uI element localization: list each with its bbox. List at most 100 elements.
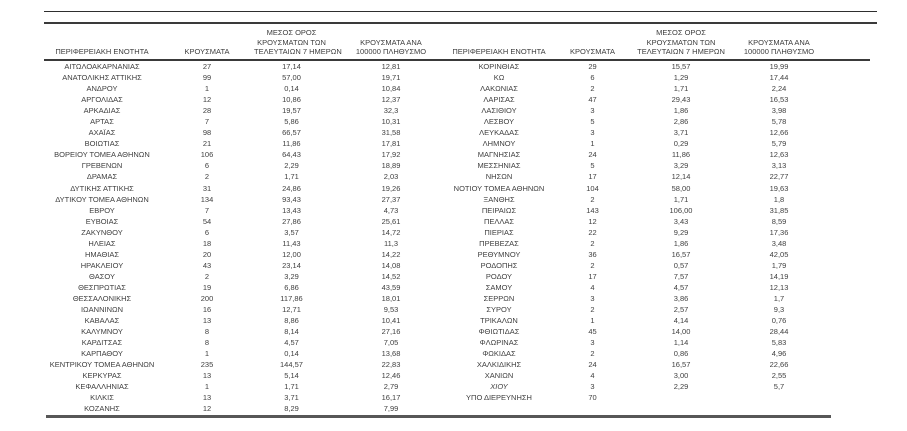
column-header-label: ΚΡΟΥΣΜΑΤΑ (184, 47, 230, 57)
column-header-label: ΚΡΟΥΣΜΑΤΑ ΑΝΑ (360, 37, 422, 47)
cell-avg7: 4,57 (673, 282, 689, 292)
cell-cases: 12 (202, 404, 212, 414)
cell-avg7: 19,57 (282, 106, 301, 116)
cell-cases: 2 (590, 349, 595, 359)
table-row: ΚΑΒΑΛΑΣ 13 8,86 10,41 (44, 315, 453, 326)
cell-region: ΗΡΑΚΛΕΙΟΥ (80, 260, 124, 270)
cell-avg7: 12,14 (671, 172, 691, 182)
cell-avg7: 0,29 (673, 139, 689, 149)
table-row: ΔΥΤΙΚΟΥ ΤΟΜΕΑ ΑΘΗΝΩΝ 134 93,43 27,37 (44, 194, 453, 205)
cell-avg7: 24,86 (282, 183, 301, 193)
cell-per100k: 19,99 (769, 62, 789, 71)
cell-cases: 22 (588, 227, 597, 237)
cell-avg7: 3,71 (673, 128, 689, 138)
table-row: ΔΡΑΜΑΣ 2 1,71 2,03 (44, 171, 453, 182)
cell-avg7: 17,14 (282, 62, 301, 71)
cell-cases: 106 (200, 150, 214, 160)
cell-per100k: 5,78 (771, 117, 787, 127)
cell-region: ΚΑΡΠΑΘΟΥ (81, 349, 123, 359)
cell-cases: 2 (590, 238, 595, 248)
cell-avg7: 1,71 (673, 194, 689, 204)
table-row: ΛΗΜΝΟΥ 1 0,29 5,79 (445, 138, 828, 149)
cell-per100k: 12,13 (769, 282, 789, 292)
cell-per100k: 22,66 (769, 360, 789, 370)
cell-avg7: 8,86 (284, 316, 299, 326)
cell-region: ΠΙΕΡΙΑΣ (484, 227, 514, 237)
cell-avg7: 66,57 (282, 128, 301, 138)
cell-cases: 1 (204, 84, 210, 94)
column-header-label: ΚΡΟΥΣΜΑΤΑ (570, 47, 615, 57)
column-header-label: ΠΕΡΙΦΕΡΕΙΑΚΗ ΕΝΟΤΗΤΑ (55, 47, 149, 57)
cell-region: ΒΟΙΩΤΙΑΣ (84, 139, 120, 149)
column-header-region: ΠΕΡΙΦΕΡΕΙΑΚΗ ΕΝΟΤΗΤΑ (445, 47, 553, 59)
table-row: ΛΑΣΙΘΙΟΥ 3 1,86 3,98 (445, 105, 828, 116)
cell-cases: 5 (590, 117, 595, 127)
cell-region: ΚΑΛΥΜΝΟΥ (81, 327, 123, 337)
cell-per100k: 18,89 (381, 161, 401, 171)
cell-region: ΙΩΑΝΝΙΝΩΝ (80, 305, 124, 315)
cell-cases: 24 (588, 360, 597, 370)
cell-avg7: 3,29 (673, 161, 689, 171)
cell-per100k: 2,79 (383, 382, 399, 392)
table-row: ΦΘΙΩΤΙΔΑΣ 45 14,00 28,44 (445, 326, 828, 337)
table-row: ΥΠΟ ΔΙΕΡΕΥΝΗΣΗ 70 (445, 392, 828, 403)
cell-avg7: 2,86 (673, 117, 689, 127)
column-header-label: ΤΕΛΕΥΤΑΙΩΝ 7 ΗΜΕΡΩΝ (254, 47, 342, 57)
table-row: ΜΕΣΣΗΝΙΑΣ 5 3,29 3,13 (445, 160, 828, 171)
cell-cases: 29 (588, 62, 597, 71)
cell-per100k: 22,77 (769, 172, 789, 182)
cell-per100k: 10,41 (381, 316, 401, 326)
cell-per100k: 16,17 (381, 393, 401, 403)
cell-cases: 2 (590, 84, 595, 94)
cell-region: ΚΕΦΑΛΛΗΝΙΑΣ (75, 382, 129, 392)
table-row: ΚΑΡΔΙΤΣΑΣ 8 4,57 7,05 (44, 337, 453, 348)
cell-region: ΝΗΣΩΝ (485, 172, 513, 182)
cell-per100k: 7,05 (383, 338, 399, 348)
cell-per100k: 17,92 (381, 150, 401, 160)
cell-cases: 54 (202, 216, 212, 226)
cell-per100k: 19,71 (381, 73, 401, 83)
table-row: ΝΟΤΙΟΥ ΤΟΜΕΑ ΑΘΗΝΩΝ 104 58,00 19,63 (445, 183, 828, 194)
cell-region: ΘΑΣΟΥ (89, 271, 115, 281)
cell-cases: 27 (202, 62, 212, 71)
cell-region: ΔΥΤΙΚΟΥ ΤΟΜΕΑ ΑΘΗΝΩΝ (55, 194, 149, 204)
cell-region: ΚΕΡΚΥΡΑΣ (82, 371, 122, 381)
cell-per100k: 17,44 (769, 73, 789, 83)
cell-region: ΦΘΙΩΤΙΔΑΣ (478, 327, 520, 337)
cell-avg7: 5,86 (284, 117, 299, 127)
table-row: ΒΟΡΕΙΟΥ ΤΟΜΕΑ ΑΘΗΝΩΝ 106 64,43 17,92 (44, 149, 453, 160)
cell-cases: 134 (200, 194, 214, 204)
table-row: ΑΙΤΩΛΟΑΚΑΡΝΑΝΙΑΣ 27 17,14 12,81 (44, 61, 453, 72)
table-row: ΚΙΛΚΙΣ 13 3,71 16,17 (44, 392, 453, 403)
cell-cases: 28 (202, 106, 212, 116)
cell-cases: 45 (588, 327, 597, 337)
divider-top-thick (44, 22, 877, 24)
cell-region: ΦΛΩΡΙΝΑΣ (479, 338, 519, 348)
cell-per100k: 19,26 (381, 183, 401, 193)
cases-table-left: ΠΕΡΙΦΕΡΕΙΑΚΗ ΕΝΟΤΗΤΑ ΚΡΟΥΣΜΑΤΑ ΜΕΣΟΣ ΟΡΟ… (44, 28, 453, 415)
cell-per100k: 2,55 (771, 371, 787, 381)
cell-avg7: 1,71 (673, 84, 689, 94)
cell-avg7: 3,00 (673, 371, 689, 381)
cell-cases: 6 (204, 227, 210, 237)
cell-region: ΚΑΒΑΛΑΣ (84, 316, 120, 326)
cell-region: ΥΠΟ ΔΙΕΡΕΥΝΗΣΗ (466, 393, 532, 403)
cell-region: ΣΥΡΟΥ (486, 305, 512, 315)
table-row: ΣΥΡΟΥ 2 2,57 9,3 (445, 304, 828, 315)
cell-per100k: 14,19 (769, 271, 789, 281)
column-header-label: ΚΡΟΥΣΜΑΤΩΝ ΤΩΝ (257, 37, 326, 47)
cell-cases: 2 (204, 271, 210, 281)
column-header-region: ΠΕΡΙΦΕΡΕΙΑΚΗ ΕΝΟΤΗΤΑ (44, 47, 160, 59)
cell-region: ΔΥΤΙΚΗΣ ΑΤΤΙΚΗΣ (70, 183, 134, 193)
cell-region: ΧΑΝΙΩΝ (484, 371, 514, 381)
cell-avg7: 12,00 (282, 249, 301, 259)
cell-per100k: 10,84 (381, 84, 401, 94)
cell-avg7: 13,43 (282, 205, 301, 215)
cell-per100k: 12,63 (769, 150, 789, 160)
column-header-per100k: ΚΡΟΥΣΜΑΤΑ ΑΝΑ 100000 ΠΛΗΘΥΣΜΟ (730, 38, 828, 59)
table-row: ΠΙΕΡΙΑΣ 22 9,29 17,36 (445, 227, 828, 238)
cell-cases: 70 (588, 393, 597, 403)
table-row: ΦΩΚΙΔΑΣ 2 0,86 4,96 (445, 348, 828, 359)
cell-cases: 12 (202, 95, 212, 105)
cell-per100k: 28,44 (769, 327, 789, 337)
